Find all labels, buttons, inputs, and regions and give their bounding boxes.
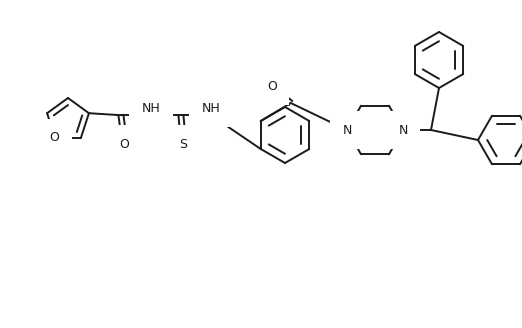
Text: N: N xyxy=(342,124,352,136)
Text: NH: NH xyxy=(141,102,160,115)
Text: O: O xyxy=(119,138,129,151)
Text: O: O xyxy=(267,79,277,92)
Text: S: S xyxy=(179,138,187,151)
Text: O: O xyxy=(49,131,59,144)
Text: N: N xyxy=(398,124,408,136)
Text: NH: NH xyxy=(201,102,220,115)
